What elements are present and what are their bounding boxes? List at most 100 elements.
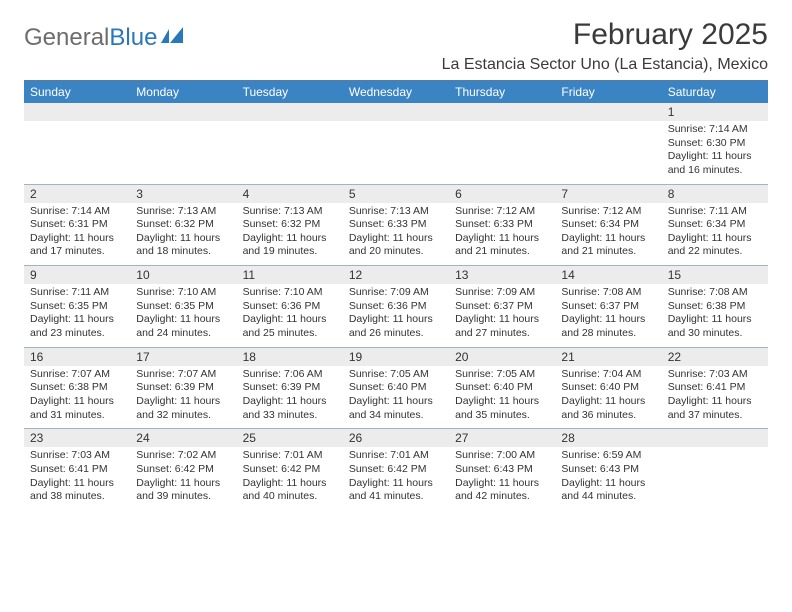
day-body: Sunrise: 7:10 AMSunset: 6:35 PMDaylight:… — [130, 284, 236, 347]
day-number-band: 25 — [237, 429, 343, 447]
month-title: February 2025 — [442, 18, 768, 52]
day-body: Sunrise: 7:11 AMSunset: 6:35 PMDaylight:… — [24, 284, 130, 347]
day-body: Sunrise: 7:09 AMSunset: 6:36 PMDaylight:… — [343, 284, 449, 347]
day-daylight2: and 40 minutes. — [243, 490, 337, 504]
day-body: Sunrise: 7:09 AMSunset: 6:37 PMDaylight:… — [449, 284, 555, 347]
day-number-band: 21 — [555, 348, 661, 366]
day-body: Sunrise: 7:01 AMSunset: 6:42 PMDaylight:… — [343, 447, 449, 510]
day-body: Sunrise: 7:01 AMSunset: 6:42 PMDaylight:… — [237, 447, 343, 510]
day-daylight1: Daylight: 11 hours — [136, 477, 230, 491]
day-sunrise: Sunrise: 7:09 AM — [455, 286, 549, 300]
day-sunrise: Sunrise: 7:12 AM — [455, 205, 549, 219]
day-sunset: Sunset: 6:34 PM — [561, 218, 655, 232]
day-daylight2: and 35 minutes. — [455, 409, 549, 423]
day-cell — [237, 103, 343, 184]
day-sunset: Sunset: 6:32 PM — [243, 218, 337, 232]
day-body: Sunrise: 7:12 AMSunset: 6:33 PMDaylight:… — [449, 203, 555, 266]
day-body: Sunrise: 7:02 AMSunset: 6:42 PMDaylight:… — [130, 447, 236, 510]
day-cell: 27Sunrise: 7:00 AMSunset: 6:43 PMDayligh… — [449, 429, 555, 510]
weekday-label: Monday — [130, 81, 236, 103]
day-daylight2: and 21 minutes. — [455, 245, 549, 259]
day-cell: 12Sunrise: 7:09 AMSunset: 6:36 PMDayligh… — [343, 266, 449, 347]
day-daylight1: Daylight: 11 hours — [668, 313, 762, 327]
day-number-band — [237, 103, 343, 121]
day-daylight2: and 31 minutes. — [30, 409, 124, 423]
day-body — [555, 121, 661, 179]
week-row: 23Sunrise: 7:03 AMSunset: 6:41 PMDayligh… — [24, 428, 768, 510]
day-cell: 21Sunrise: 7:04 AMSunset: 6:40 PMDayligh… — [555, 348, 661, 429]
day-sunset: Sunset: 6:41 PM — [668, 381, 762, 395]
day-number-band: 4 — [237, 185, 343, 203]
day-sunrise: Sunrise: 7:05 AM — [349, 368, 443, 382]
day-number-band — [343, 103, 449, 121]
day-daylight1: Daylight: 11 hours — [455, 232, 549, 246]
day-body: Sunrise: 7:05 AMSunset: 6:40 PMDaylight:… — [343, 366, 449, 429]
day-daylight2: and 25 minutes. — [243, 327, 337, 341]
weekday-header-row: Sunday Monday Tuesday Wednesday Thursday… — [24, 81, 768, 103]
day-cell: 2Sunrise: 7:14 AMSunset: 6:31 PMDaylight… — [24, 185, 130, 266]
day-sunset: Sunset: 6:38 PM — [30, 381, 124, 395]
day-body: Sunrise: 7:10 AMSunset: 6:36 PMDaylight:… — [237, 284, 343, 347]
week-row: 2Sunrise: 7:14 AMSunset: 6:31 PMDaylight… — [24, 184, 768, 266]
day-daylight1: Daylight: 11 hours — [30, 477, 124, 491]
week-row: 16Sunrise: 7:07 AMSunset: 6:38 PMDayligh… — [24, 347, 768, 429]
day-number-band: 2 — [24, 185, 130, 203]
day-sunrise: Sunrise: 7:00 AM — [455, 449, 549, 463]
brand-text-part1: General — [24, 24, 109, 52]
day-sunset: Sunset: 6:41 PM — [30, 463, 124, 477]
day-daylight1: Daylight: 11 hours — [243, 313, 337, 327]
day-sunset: Sunset: 6:36 PM — [349, 300, 443, 314]
day-daylight1: Daylight: 11 hours — [30, 313, 124, 327]
day-sunrise: Sunrise: 7:08 AM — [561, 286, 655, 300]
day-daylight1: Daylight: 11 hours — [243, 232, 337, 246]
day-sunset: Sunset: 6:39 PM — [136, 381, 230, 395]
day-daylight1: Daylight: 11 hours — [30, 232, 124, 246]
day-sunset: Sunset: 6:40 PM — [455, 381, 549, 395]
day-sunset: Sunset: 6:32 PM — [136, 218, 230, 232]
day-sunrise: Sunrise: 7:14 AM — [30, 205, 124, 219]
day-cell — [662, 429, 768, 510]
day-daylight1: Daylight: 11 hours — [668, 395, 762, 409]
day-body: Sunrise: 7:07 AMSunset: 6:38 PMDaylight:… — [24, 366, 130, 429]
day-number-band: 8 — [662, 185, 768, 203]
day-body: Sunrise: 7:13 AMSunset: 6:33 PMDaylight:… — [343, 203, 449, 266]
day-sunrise: Sunrise: 7:01 AM — [349, 449, 443, 463]
day-sunrise: Sunrise: 7:10 AM — [243, 286, 337, 300]
day-daylight1: Daylight: 11 hours — [243, 477, 337, 491]
day-number-band: 22 — [662, 348, 768, 366]
day-number-band: 13 — [449, 266, 555, 284]
day-body — [24, 121, 130, 179]
day-daylight2: and 19 minutes. — [243, 245, 337, 259]
day-sunrise: Sunrise: 7:09 AM — [349, 286, 443, 300]
day-cell: 24Sunrise: 7:02 AMSunset: 6:42 PMDayligh… — [130, 429, 236, 510]
day-daylight2: and 27 minutes. — [455, 327, 549, 341]
day-number-band: 11 — [237, 266, 343, 284]
day-daylight2: and 30 minutes. — [668, 327, 762, 341]
day-daylight1: Daylight: 11 hours — [30, 395, 124, 409]
day-sunrise: Sunrise: 7:03 AM — [30, 449, 124, 463]
day-cell: 28Sunrise: 6:59 AMSunset: 6:43 PMDayligh… — [555, 429, 661, 510]
day-body: Sunrise: 7:07 AMSunset: 6:39 PMDaylight:… — [130, 366, 236, 429]
day-daylight1: Daylight: 11 hours — [136, 313, 230, 327]
day-daylight2: and 36 minutes. — [561, 409, 655, 423]
day-cell: 6Sunrise: 7:12 AMSunset: 6:33 PMDaylight… — [449, 185, 555, 266]
day-body: Sunrise: 7:14 AMSunset: 6:30 PMDaylight:… — [662, 121, 768, 184]
day-sunrise: Sunrise: 7:13 AM — [243, 205, 337, 219]
day-daylight2: and 17 minutes. — [30, 245, 124, 259]
day-number-band — [449, 103, 555, 121]
weekday-label: Saturday — [662, 81, 768, 103]
day-sunrise: Sunrise: 7:11 AM — [30, 286, 124, 300]
day-cell: 1Sunrise: 7:14 AMSunset: 6:30 PMDaylight… — [662, 103, 768, 184]
day-cell: 7Sunrise: 7:12 AMSunset: 6:34 PMDaylight… — [555, 185, 661, 266]
day-number-band: 26 — [343, 429, 449, 447]
day-number-band — [662, 429, 768, 447]
brand-mark-icon — [161, 24, 187, 52]
day-number-band: 20 — [449, 348, 555, 366]
day-body — [343, 121, 449, 179]
day-daylight1: Daylight: 11 hours — [668, 232, 762, 246]
day-sunrise: Sunrise: 7:11 AM — [668, 205, 762, 219]
day-cell: 25Sunrise: 7:01 AMSunset: 6:42 PMDayligh… — [237, 429, 343, 510]
day-cell: 10Sunrise: 7:10 AMSunset: 6:35 PMDayligh… — [130, 266, 236, 347]
day-number-band — [130, 103, 236, 121]
day-daylight1: Daylight: 11 hours — [349, 313, 443, 327]
